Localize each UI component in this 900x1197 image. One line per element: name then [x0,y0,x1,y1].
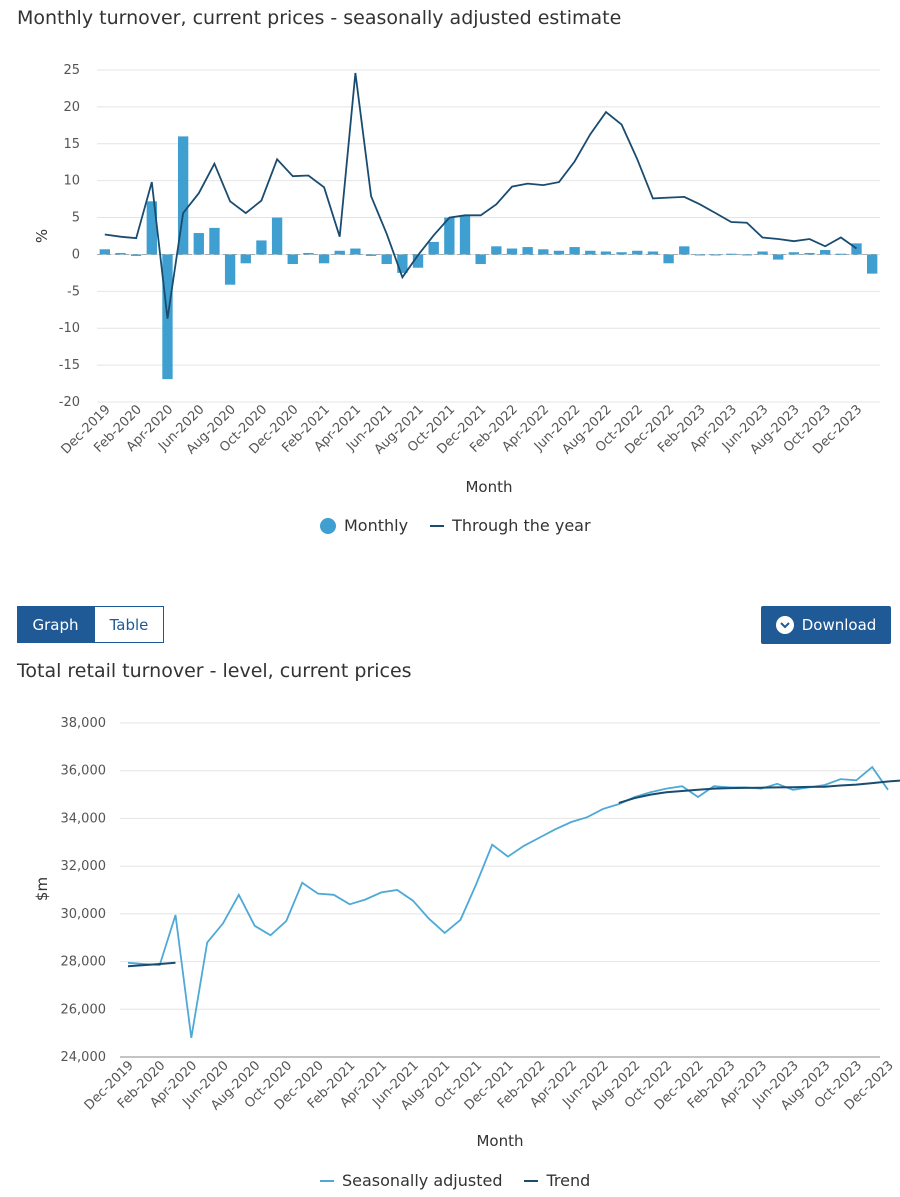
chart-2-legend: Seasonally adjusted Trend [320,1171,604,1190]
monthly-bar[interactable] [459,215,471,255]
chart-2-y-tick-label: 28,000 [61,955,107,970]
monthly-bar[interactable] [303,252,314,255]
monthly-bar[interactable] [741,254,753,256]
legend-item-through-the-year[interactable]: Through the year [430,516,591,535]
chart-2-y-tick-label: 38,000 [61,716,107,731]
monthly-bar[interactable] [209,227,220,255]
monthly-bar[interactable] [240,254,251,264]
chart-1-y-tick-label: 25 [63,63,80,78]
chevron-down-icon [775,616,794,634]
seasonally-adjusted-line[interactable] [127,765,889,1039]
chart-1-y-tick-label: -5 [67,284,80,299]
monthly-bar[interactable] [428,241,439,255]
monthly-bar[interactable] [224,254,236,285]
chart-1-y-tick-label: -10 [59,321,80,336]
chart-1-y-tick-label: 20 [63,100,80,115]
monthly-bar[interactable] [835,253,847,255]
monthly-bar[interactable] [757,251,768,255]
monthly-bar[interactable] [146,201,157,255]
monthly-bar[interactable] [522,247,533,255]
chart-1-legend: Monthly Through the year [320,516,605,535]
through-the-year-swatch-icon [430,524,445,527]
chart-2-y-tick-label: 36,000 [61,764,107,779]
monthly-bar[interactable] [397,254,408,273]
monthly-bar[interactable] [412,254,424,268]
chart-2-x-axis-title: Month [476,1132,523,1150]
monthly-bar[interactable] [600,251,612,255]
monthly-swatch-icon [320,517,336,534]
chart-1-y-tick-label: 15 [63,137,80,152]
monthly-bar[interactable] [334,250,345,255]
chart-1-y-tick-label: 0 [72,247,80,262]
chart-2-title: Total retail turnover - level, current p… [17,660,412,682]
chart-2-y-axis-title: $m [33,877,51,901]
legend-item-trend[interactable]: Trend [524,1171,590,1190]
monthly-bar[interactable] [193,233,204,255]
tab-table[interactable]: Table [94,606,164,643]
download-button[interactable]: Download [761,606,891,644]
monthly-bar[interactable] [851,243,862,255]
trend-line-segment-1[interactable] [127,961,176,968]
monthly-bar[interactable] [475,254,486,265]
monthly-bar[interactable] [679,246,690,255]
monthly-bar[interactable] [632,250,643,255]
view-toggle: Graph Table [17,606,164,643]
monthly-bar[interactable] [553,250,565,255]
monthly-bar[interactable] [538,249,549,255]
monthly-bar[interactable] [585,250,596,255]
chart-2-y-tick-label: 24,000 [61,1050,107,1065]
monthly-bar[interactable] [256,240,267,255]
monthly-bar[interactable] [318,254,330,264]
chart-2-y-tick-label: 32,000 [61,859,107,874]
chart-2-y-tick-label: 34,000 [61,811,107,826]
legend-label-through-the-year: Through the year [452,516,591,535]
trend-line-segment-2[interactable] [618,778,900,804]
monthly-bar[interactable] [115,252,126,255]
monthly-bar[interactable] [381,254,392,265]
chart-1-y-tick-label: 5 [72,211,80,226]
download-label: Download [801,616,877,634]
legend-label-seasonally-adjusted: Seasonally adjusted [342,1171,503,1190]
monthly-bar[interactable] [616,252,627,255]
monthly-bar[interactable] [663,254,674,264]
monthly-bar[interactable] [694,254,706,256]
monthly-bar[interactable] [773,254,784,260]
monthly-bar[interactable] [506,248,518,255]
tab-graph[interactable]: Graph [17,606,94,643]
monthly-bar[interactable] [271,217,283,255]
chart-1-y-tick-label: -15 [59,358,80,373]
chart-1-y-tick-label: -20 [59,395,80,410]
chart-1-y-axis-title: % [33,229,51,243]
monthly-bar[interactable] [788,252,800,255]
legend-label-trend: Trend [546,1171,591,1190]
monthly-bar[interactable] [710,254,721,256]
chart-2-y-tick-label: 26,000 [61,1002,107,1017]
chart-1-title: Monthly turnover, current prices - seaso… [17,7,622,29]
monthly-bar[interactable] [867,254,878,274]
monthly-bar[interactable] [569,247,580,255]
monthly-bar[interactable] [350,248,361,255]
monthly-bar[interactable] [444,217,455,255]
monthly-bar[interactable] [177,136,189,255]
monthly-bar[interactable] [820,250,831,255]
monthly-bar[interactable] [99,249,110,255]
trend-swatch-icon [524,1179,539,1182]
chart-2-y-tick-label: 30,000 [61,907,107,922]
monthly-bar[interactable] [365,254,377,256]
chart-1-x-axis-title: Month [465,478,512,496]
through-the-year-line[interactable] [104,72,858,319]
seasonally-adjusted-swatch-icon [320,1179,334,1182]
monthly-bar[interactable] [726,253,737,255]
legend-label-monthly: Monthly [344,516,409,535]
monthly-bar[interactable] [804,252,815,255]
legend-item-seasonally-adjusted[interactable]: Seasonally adjusted [320,1171,502,1190]
monthly-bar[interactable] [491,246,502,255]
monthly-bar[interactable] [130,254,142,256]
legend-item-monthly[interactable]: Monthly [320,516,408,535]
chart-1-y-tick-label: 10 [63,174,80,189]
monthly-bar[interactable] [647,251,659,255]
monthly-bar[interactable] [287,254,298,265]
